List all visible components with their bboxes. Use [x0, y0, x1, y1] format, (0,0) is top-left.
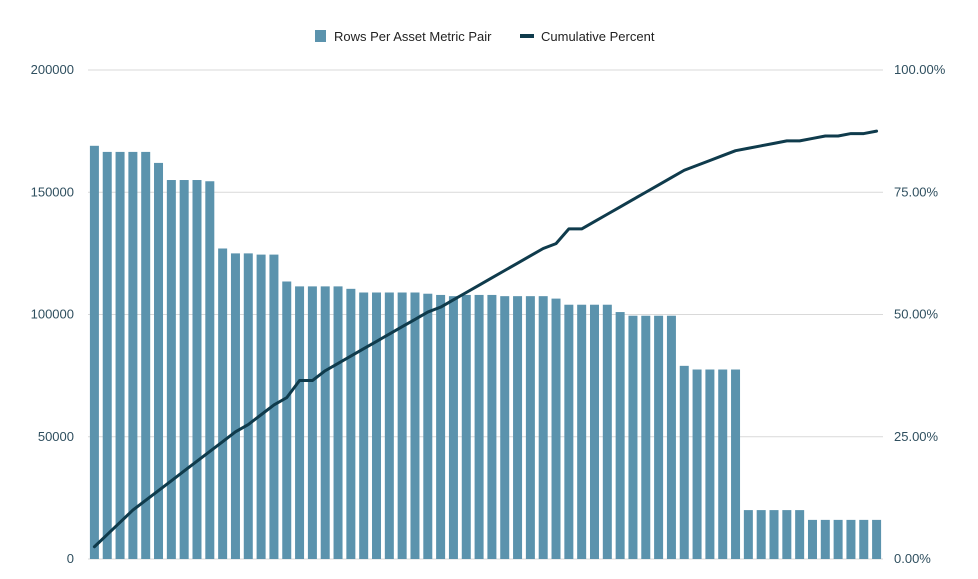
bar	[692, 369, 702, 559]
bar	[820, 519, 830, 559]
bar	[705, 369, 715, 559]
cumulative-percent-line	[92, 129, 879, 549]
left-tick-label: 50000	[38, 429, 74, 444]
bar	[461, 294, 471, 559]
bar-series	[89, 145, 882, 560]
bar	[397, 292, 407, 559]
bar	[218, 248, 228, 560]
bar	[654, 315, 664, 559]
legend-swatch-line	[520, 34, 534, 38]
bar	[641, 315, 651, 559]
bar	[115, 151, 125, 559]
bar	[359, 292, 369, 559]
bar	[628, 315, 638, 559]
bar	[372, 292, 382, 559]
legend-label-line: Cumulative Percent	[541, 29, 655, 44]
bar	[307, 286, 317, 559]
bar	[474, 294, 484, 559]
bar	[679, 365, 689, 559]
left-tick-label: 0	[67, 551, 74, 566]
bar	[320, 286, 330, 559]
bar	[769, 510, 779, 559]
left-tick-label: 200000	[31, 62, 74, 77]
bar	[833, 519, 843, 559]
legend-label-bars: Rows Per Asset Metric Pair	[334, 29, 492, 44]
chart-legend: Rows Per Asset Metric Pair Cumulative Pe…	[315, 29, 655, 44]
bar	[795, 510, 805, 559]
bar	[666, 315, 676, 559]
bar	[718, 369, 728, 559]
right-tick-label: 75.00%	[894, 184, 939, 199]
bar	[256, 254, 266, 559]
left-axis: 0 50000 100000 150000 200000	[31, 62, 74, 566]
right-tick-label: 100.00%	[894, 62, 946, 77]
bar	[436, 294, 446, 559]
bar	[448, 296, 458, 559]
bar	[205, 181, 215, 559]
bar	[538, 296, 548, 559]
legend-swatch-bars	[315, 30, 326, 42]
bar	[872, 519, 882, 559]
bar	[230, 253, 240, 560]
bar	[166, 180, 176, 559]
right-tick-label: 0.00%	[894, 551, 931, 566]
bar	[141, 151, 151, 559]
bar	[154, 162, 164, 559]
left-tick-label: 150000	[31, 184, 74, 199]
bar	[602, 304, 612, 559]
right-tick-label: 25.00%	[894, 429, 939, 444]
bar	[731, 369, 741, 559]
bar	[564, 304, 574, 559]
bar	[333, 286, 343, 559]
bar	[743, 510, 753, 559]
bar	[346, 288, 356, 559]
bar	[513, 296, 523, 559]
bar	[410, 292, 420, 559]
bar	[89, 145, 99, 560]
bar	[782, 510, 792, 559]
bar	[589, 304, 599, 559]
bar	[384, 292, 394, 559]
bar	[128, 151, 138, 559]
bar	[551, 298, 561, 559]
bar	[577, 304, 587, 559]
left-tick-label: 100000	[31, 307, 74, 322]
bar	[487, 294, 497, 559]
bar	[295, 286, 305, 559]
bar	[525, 296, 535, 559]
bar	[807, 519, 817, 559]
bar	[243, 253, 253, 560]
bar	[756, 510, 766, 559]
bar	[846, 519, 856, 559]
right-axis: 0.00% 25.00% 50.00% 75.00% 100.00%	[894, 62, 946, 566]
bar	[423, 293, 433, 559]
bar	[859, 519, 869, 559]
bar	[192, 180, 202, 559]
bar	[179, 180, 189, 559]
line-series	[92, 129, 879, 549]
bar	[615, 312, 625, 559]
bar	[102, 151, 112, 559]
bar	[282, 281, 292, 559]
bar	[500, 296, 510, 559]
right-tick-label: 50.00%	[894, 307, 939, 322]
